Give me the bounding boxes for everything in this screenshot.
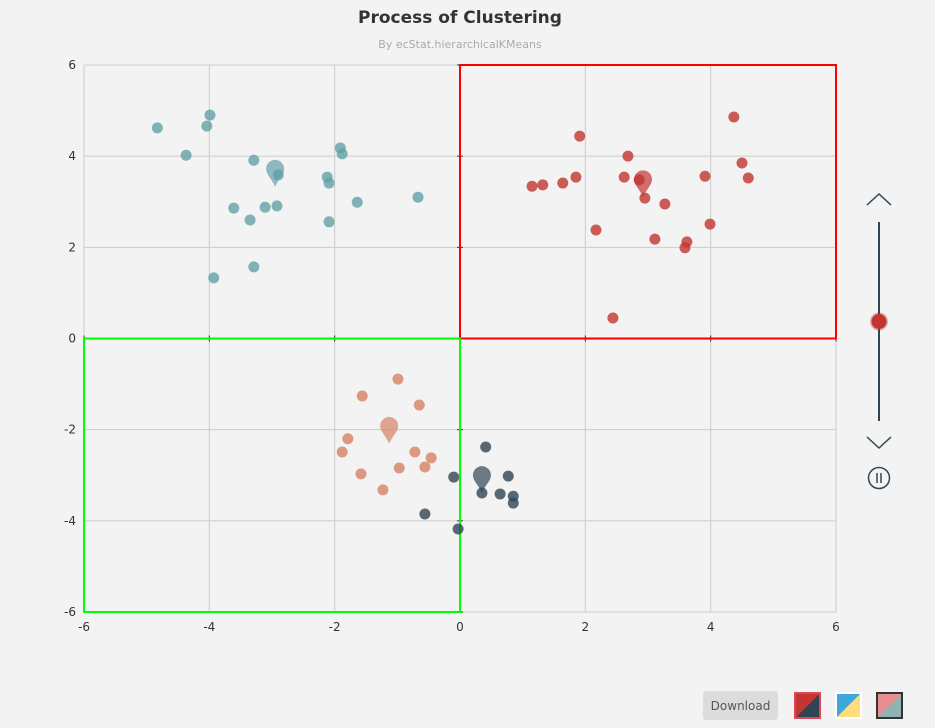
data-point [704, 218, 716, 230]
data-point [201, 120, 213, 132]
data-point [419, 508, 431, 520]
timeline-prev-icon[interactable] [866, 192, 892, 206]
data-point [151, 122, 163, 134]
data-point [355, 468, 367, 480]
y-tick-label: 2 [68, 240, 76, 254]
data-point [336, 446, 348, 458]
data-point [494, 488, 506, 500]
timeline[interactable] [866, 192, 892, 490]
data-point [342, 433, 354, 445]
data-point [377, 484, 389, 496]
data-point [204, 109, 216, 121]
data-point [728, 111, 740, 123]
data-point [323, 177, 335, 189]
data-point [507, 497, 519, 509]
x-tick-label: -6 [78, 620, 90, 634]
centroid-pin [472, 466, 491, 494]
y-tick-label: 0 [68, 332, 76, 346]
x-tick-label: 2 [582, 620, 590, 634]
data-point [336, 148, 348, 160]
theme-blue-yellow[interactable] [835, 692, 862, 719]
centroid-pin [380, 416, 399, 444]
data-point [180, 149, 192, 161]
data-point [590, 224, 602, 236]
data-point [412, 191, 424, 203]
data-point [574, 130, 586, 142]
data-point [392, 373, 404, 385]
data-point [425, 452, 437, 464]
data-point [419, 461, 431, 473]
data-point [409, 446, 421, 458]
x-tick-label: 6 [832, 620, 840, 634]
data-point [622, 150, 634, 162]
chart-title: Process of Clustering [358, 8, 562, 28]
data-point [557, 177, 569, 189]
data-point [448, 471, 460, 483]
y-tick-label: -4 [64, 514, 76, 528]
data-point [659, 198, 671, 210]
timeline-handle[interactable] [870, 312, 888, 331]
data-point [356, 390, 368, 402]
y-tick-label: 4 [68, 149, 76, 163]
data-point [618, 171, 630, 183]
cluster-region [83, 337, 461, 613]
data-point [271, 200, 283, 212]
download-button[interactable]: Download [703, 691, 778, 720]
data-point [639, 192, 651, 204]
data-point [526, 180, 538, 192]
data-point [323, 216, 335, 228]
theme-red-dark[interactable] [794, 692, 821, 719]
x-tick-label: 4 [707, 620, 715, 634]
y-tick-label: -6 [64, 605, 76, 619]
cluster-region [459, 64, 837, 340]
y-tick-label: -2 [64, 423, 76, 437]
data-point [393, 462, 405, 474]
data-point [248, 154, 260, 166]
data-point [413, 399, 425, 411]
data-point [699, 170, 711, 182]
pause-button[interactable] [867, 466, 891, 490]
data-point [351, 196, 363, 208]
data-point [742, 172, 754, 184]
x-tick-label: -2 [329, 620, 341, 634]
data-point [570, 171, 582, 183]
data-point [607, 312, 619, 324]
data-point [208, 272, 220, 284]
timeline-next-icon[interactable] [866, 436, 892, 450]
chart-subtitle: By ecStat.hierarchicalKMeans [378, 38, 542, 51]
data-point [259, 201, 271, 213]
centroid-pin [633, 170, 652, 198]
x-tick-label: 0 [456, 620, 464, 634]
centroid-pin [266, 159, 285, 187]
data-point [480, 441, 492, 453]
y-tick-label: 6 [68, 58, 76, 72]
data-point [228, 202, 240, 214]
data-point [452, 523, 464, 535]
data-point [736, 157, 748, 169]
data-point [649, 233, 661, 245]
theme-pink-teal[interactable] [876, 692, 903, 719]
data-point [502, 470, 514, 482]
data-point [244, 214, 256, 226]
data-point [248, 261, 260, 273]
data-point [679, 242, 691, 254]
data-point [537, 179, 549, 191]
x-tick-label: -4 [203, 620, 215, 634]
